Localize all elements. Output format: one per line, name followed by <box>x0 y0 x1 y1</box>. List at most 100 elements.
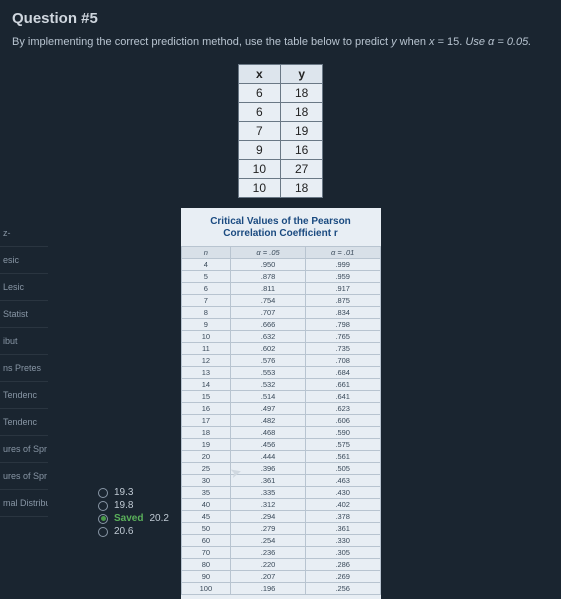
cell: .444 <box>231 451 306 463</box>
cell: 35 <box>181 487 231 499</box>
radio-icon[interactable] <box>98 527 108 537</box>
nav-item[interactable]: Lesic <box>0 274 48 301</box>
cell: 90 <box>181 571 231 583</box>
cell: .641 <box>305 391 380 403</box>
table-row: 618 <box>238 84 323 103</box>
cell: .305 <box>305 547 380 559</box>
nav-item[interactable]: mal Distribut <box>0 490 48 517</box>
cell: .576 <box>231 355 306 367</box>
cell: 7 <box>181 295 231 307</box>
col-a05: α = .05 <box>231 247 306 259</box>
cell: .335 <box>231 487 306 499</box>
cell: .575 <box>305 439 380 451</box>
cell: .463 <box>305 475 380 487</box>
radio-icon[interactable] <box>98 488 108 498</box>
cell: 11 <box>181 343 231 355</box>
cell: .279 <box>231 523 306 535</box>
nav-item[interactable]: z- <box>0 220 48 247</box>
cell: .505 <box>305 463 380 475</box>
cell: 20 <box>181 451 231 463</box>
cell: 40 <box>181 499 231 511</box>
cell-y: 19 <box>281 122 323 141</box>
cell-y: 16 <box>281 141 323 160</box>
cell: .294 <box>231 511 306 523</box>
question-text: By implementing the correct prediction m… <box>0 31 561 60</box>
nav-item[interactable]: ns Pretes <box>0 355 48 382</box>
cell: .207 <box>231 571 306 583</box>
table-row: 70.236.305 <box>181 547 380 559</box>
nav-item[interactable]: ures of Spr <box>0 463 48 490</box>
cell: .256 <box>305 583 380 595</box>
cell: 8 <box>181 307 231 319</box>
cell-y: 18 <box>281 103 323 122</box>
table-row: 719 <box>238 122 323 141</box>
table-row: 20.444.561 <box>181 451 380 463</box>
answer-option[interactable]: 19.3 <box>98 487 169 498</box>
nav-item[interactable]: Tendenc <box>0 382 48 409</box>
cell: 19 <box>181 439 231 451</box>
nav-item[interactable]: ibut <box>0 328 48 355</box>
answer-option[interactable]: 20.6 <box>98 526 169 537</box>
cell: 70 <box>181 547 231 559</box>
cell: .708 <box>305 355 380 367</box>
radio-icon[interactable] <box>98 514 108 524</box>
cell: 6 <box>181 283 231 295</box>
cell: .765 <box>305 331 380 343</box>
table-row: 11.602.735 <box>181 343 380 355</box>
table-row: 80.220.286 <box>181 559 380 571</box>
answer-option[interactable]: 19.8 <box>98 500 169 511</box>
cell: 60 <box>181 535 231 547</box>
cell: .456 <box>231 439 306 451</box>
table-row: 25.396.505 <box>181 463 380 475</box>
table-row: 7.754.875 <box>181 295 380 307</box>
alpha-note: Use α = 0.05. <box>462 36 531 48</box>
nav-item[interactable]: ures of Spr <box>0 436 48 463</box>
cell: 5 <box>181 271 231 283</box>
table-row: 40.312.402 <box>181 499 380 511</box>
crit-title-2: Correlation Coefficient r <box>223 228 337 239</box>
cell: .553 <box>231 367 306 379</box>
cell: 18 <box>181 427 231 439</box>
table-row: 50.279.361 <box>181 523 380 535</box>
nav-item[interactable]: esic <box>0 247 48 274</box>
cell-x: 10 <box>238 179 280 198</box>
cell: .632 <box>231 331 306 343</box>
table-row: 90.207.269 <box>181 571 380 583</box>
table-row: 17.482.606 <box>181 415 380 427</box>
question-prompt-part: = 15. <box>435 36 463 48</box>
answer-label: 19.3 <box>114 487 133 498</box>
xy-data-table: x y 61861871991610271018 <box>238 64 324 198</box>
col-y: y <box>281 65 323 84</box>
table-row: 618 <box>238 103 323 122</box>
cell: .532 <box>231 379 306 391</box>
cell: .950 <box>231 259 306 271</box>
cell-y: 27 <box>281 160 323 179</box>
nav-item[interactable]: Statist <box>0 301 48 328</box>
cell-x: 6 <box>238 84 280 103</box>
cell: .378 <box>305 511 380 523</box>
sidebar-nav: z- esic Lesic Statist ibut ns Pretes Ten… <box>0 220 48 517</box>
answer-option-selected[interactable]: Saved 20.2 <box>98 513 169 524</box>
nav-item[interactable]: Tendenc <box>0 409 48 436</box>
cell-x: 7 <box>238 122 280 141</box>
cell: .561 <box>305 451 380 463</box>
cell: .330 <box>305 535 380 547</box>
cell-x: 9 <box>238 141 280 160</box>
table-row: 16.497.623 <box>181 403 380 415</box>
answer-choices: 19.3 19.8 Saved 20.2 20.6 <box>98 485 169 539</box>
table-row: 5.878.959 <box>181 271 380 283</box>
cell: 13 <box>181 367 231 379</box>
cell: .402 <box>305 499 380 511</box>
answer-label: 20.6 <box>114 526 133 537</box>
radio-icon[interactable] <box>98 501 108 511</box>
cell: .798 <box>305 319 380 331</box>
table-row: 1018 <box>238 179 323 198</box>
col-n: n <box>181 247 231 259</box>
cell-y: 18 <box>281 179 323 198</box>
cell: .312 <box>231 499 306 511</box>
table-row: 14.532.661 <box>181 379 380 391</box>
cell: .811 <box>231 283 306 295</box>
cell-y: 18 <box>281 84 323 103</box>
table-row: 35.335.430 <box>181 487 380 499</box>
table-row: 4.950.999 <box>181 259 380 271</box>
